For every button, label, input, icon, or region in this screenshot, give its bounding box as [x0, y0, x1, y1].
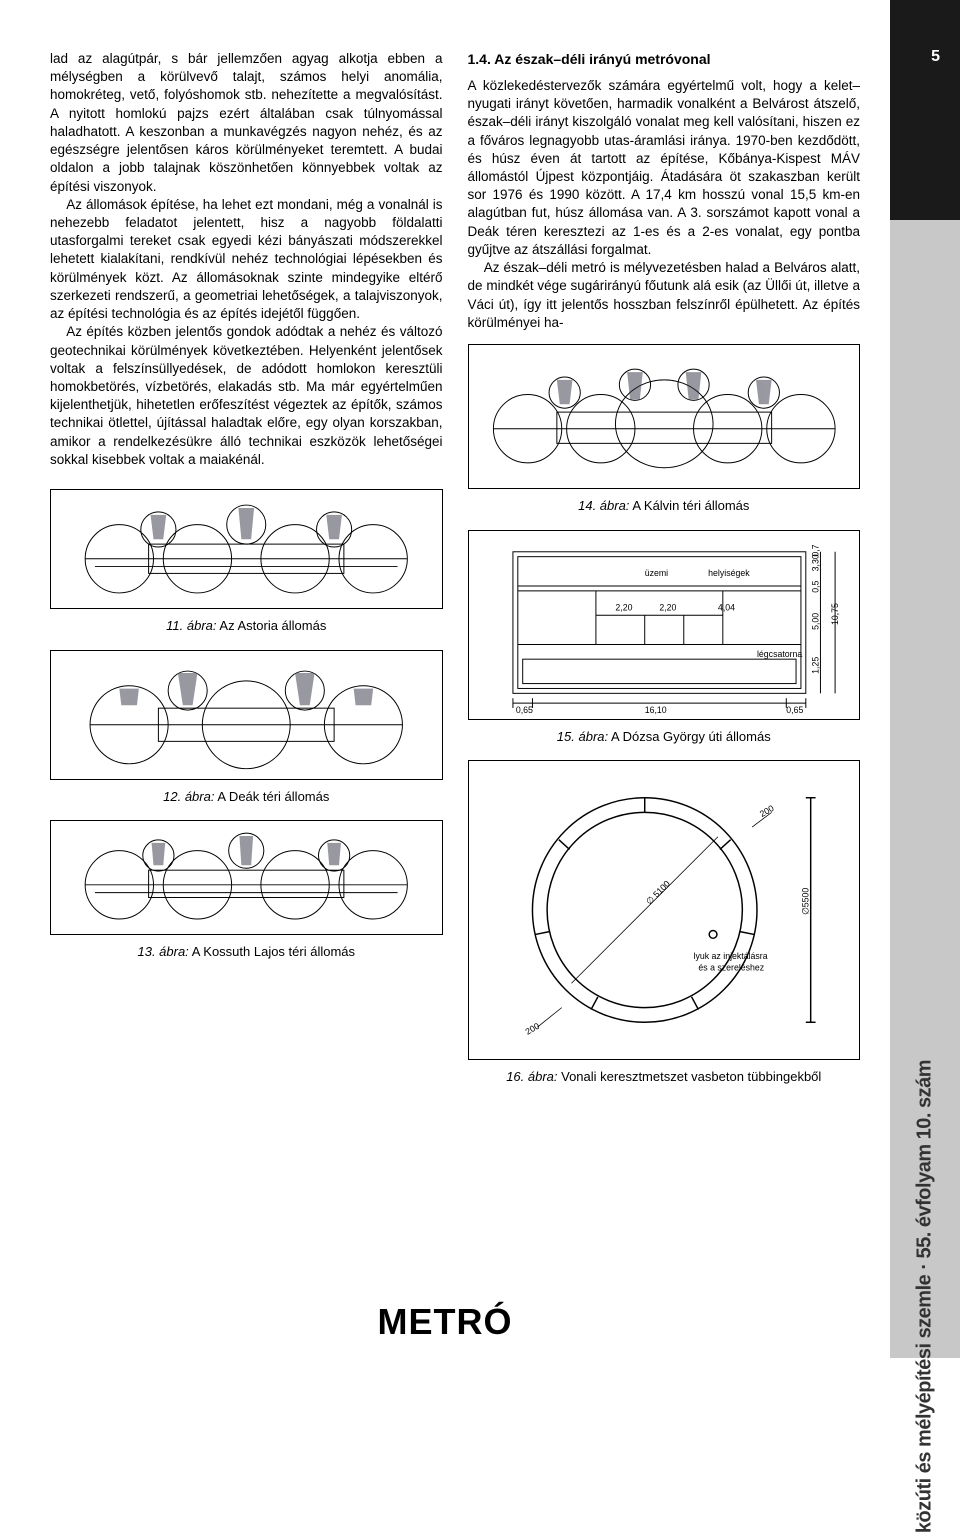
dim: 16,10: [644, 704, 666, 714]
figure-14-caption: 14. ábra: A Kálvin téri állomás: [468, 497, 861, 515]
dim: 0,65: [786, 704, 803, 714]
page: lad az alagútpár, s bár jellemzően agyag…: [0, 0, 960, 1358]
dim: 2,20: [615, 602, 632, 612]
para: Az építés közben jelentős gondok adódtak…: [50, 323, 443, 469]
dim: ∅ 5100: [643, 879, 671, 907]
figure-16-caption: 16. ábra: Vonali keresztmetszet vasbeton…: [468, 1068, 861, 1086]
cross-section-drawing: [51, 490, 442, 608]
dim: 0,65: [515, 704, 532, 714]
sidebar-top-block: [890, 0, 960, 220]
figure-14: [468, 344, 861, 489]
figure-11: [50, 489, 443, 609]
cross-section-drawing: [51, 651, 442, 779]
dim: 200: [757, 803, 775, 819]
left-figures: 11. ábra: Az Astoria állomás: [50, 489, 443, 961]
label: légcsatorna: [756, 649, 801, 659]
figure-11-caption: 11. ábra: Az Astoria állomás: [50, 617, 443, 635]
fig-num: 11. ábra:: [166, 618, 216, 633]
fig-text: A Dózsa György úti állomás: [608, 729, 771, 744]
fig-num: 14. ábra:: [578, 498, 629, 513]
text-columns: lad az alagútpár, s bár jellemzően agyag…: [50, 50, 860, 1091]
para: Az állomások építése, ha lehet ezt monda…: [50, 196, 443, 324]
figure-15-caption: 15. ábra: A Dózsa György úti állomás: [468, 728, 861, 746]
fig-text: Az Astoria állomás: [217, 618, 327, 633]
brand-footer: METRÓ: [378, 1301, 513, 1343]
right-column: 1.4. Az észak–déli irányú metróvonal A k…: [468, 50, 861, 1091]
figure-15: üzemi helyiségek légcsatorna 2,20 2,20 4…: [468, 530, 861, 720]
section-title: 1.4. Az észak–déli irányú metróvonal: [468, 50, 861, 69]
fig-num: 12. ábra:: [163, 789, 214, 804]
dim: 4,04: [717, 602, 734, 612]
figure-12-caption: 12. ábra: A Deák téri állomás: [50, 788, 443, 806]
figure-12: [50, 650, 443, 780]
figure-13: [50, 820, 443, 935]
label: üzemi: [644, 568, 667, 578]
tunnel-section-drawing: 200 200 ∅ 5100 ∅5500 lyuk az injektálásr…: [469, 761, 860, 1059]
dim: 10,75: [830, 602, 840, 624]
page-number: 5: [931, 48, 940, 66]
note: és a szereléshez: [698, 963, 764, 973]
para: Az észak–déli metró is mélyvezetésben ha…: [468, 259, 861, 332]
fig-text: A Kálvin téri állomás: [629, 498, 749, 513]
fig-text: Vonali keresztmetszet vasbeton tübbingek…: [558, 1069, 822, 1084]
figure-13-caption: 13. ábra: A Kossuth Lajos téri állomás: [50, 943, 443, 961]
cross-section-drawing: [469, 345, 860, 488]
dim: 0,5: [810, 580, 820, 592]
label: helyiségek: [708, 568, 750, 578]
dim: ∅5500: [800, 888, 810, 915]
fig-num: 15. ábra:: [557, 729, 608, 744]
station-section-drawing: üzemi helyiségek légcsatorna 2,20 2,20 4…: [469, 531, 860, 719]
dim: 0,7: [810, 544, 820, 556]
dim: 5,00: [810, 612, 820, 629]
fig-num: 13. ábra:: [137, 944, 188, 959]
note: lyuk az injektálásra: [693, 951, 767, 961]
fig-text: A Kossuth Lajos téri állomás: [189, 944, 355, 959]
para: lad az alagútpár, s bár jellemzően agyag…: [50, 50, 443, 196]
dim: 1,25: [810, 656, 820, 673]
fig-num: 16. ábra:: [506, 1069, 557, 1084]
dim: 200: [523, 1021, 541, 1037]
fig-text: A Deák téri állomás: [214, 789, 329, 804]
sidebar-journal-title: közúti és mélyépítési szemle · 55. évfol…: [914, 1060, 937, 1533]
left-column: lad az alagútpár, s bár jellemzően agyag…: [50, 50, 443, 1091]
cross-section-drawing: [51, 821, 442, 934]
sidebar: 5 közúti és mélyépítési szemle · 55. évf…: [890, 0, 960, 1358]
content-area: lad az alagútpár, s bár jellemzően agyag…: [0, 0, 890, 1358]
figure-16: 200 200 ∅ 5100 ∅5500 lyuk az injektálásr…: [468, 760, 861, 1060]
para: A közlekedéstervezők számára egyértelmű …: [468, 77, 861, 259]
dim: 2,20: [659, 602, 676, 612]
